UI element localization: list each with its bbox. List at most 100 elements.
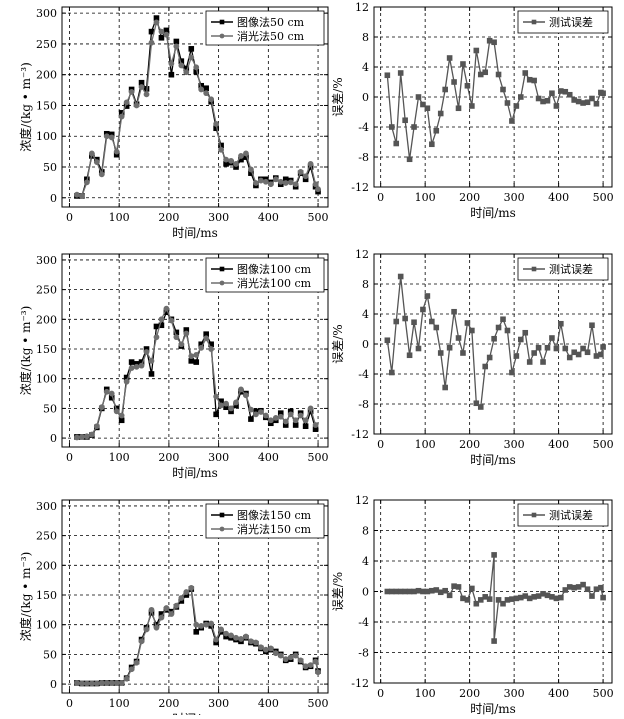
data-point (74, 434, 80, 441)
data-point (315, 669, 321, 676)
data-point (437, 589, 444, 596)
data-point (312, 422, 319, 428)
y-tick-label: 250 (36, 530, 57, 543)
data-point (74, 680, 80, 686)
data-point (83, 680, 90, 687)
x-tick-label: 100 (415, 687, 436, 700)
data-point (158, 316, 165, 323)
data-point (213, 411, 219, 418)
x-tick-label: 500 (308, 451, 329, 464)
data-point (297, 169, 304, 175)
data-point (103, 388, 110, 395)
data-point (584, 349, 591, 356)
data-point (248, 166, 254, 173)
data-point (88, 431, 95, 438)
data-point (158, 614, 165, 621)
y-tick-label: -12 (351, 677, 369, 690)
x-tick-label: 200 (459, 687, 480, 700)
data-point (128, 359, 135, 365)
data-point (143, 349, 150, 355)
y-axis-label: 浓度/(kg • m⁻³) (18, 306, 33, 396)
data-point (213, 393, 220, 400)
data-point (148, 39, 155, 46)
data-point (593, 586, 600, 593)
data-point (455, 105, 462, 112)
data-point (388, 588, 395, 595)
y-tick-label: 4 (362, 555, 369, 568)
data-point (183, 69, 190, 76)
panel-row1-error: 0 100 200 300 400 500 -12 -8 -4 0 4 8 12 时间/ms 误差/% 测试误… (331, 1, 614, 220)
y-tick-label: 150 (36, 589, 57, 602)
data-point (566, 584, 573, 590)
x-tick-label: 300 (208, 211, 229, 224)
data-point (253, 411, 259, 418)
data-point (393, 318, 400, 325)
data-point (103, 680, 110, 686)
data-point (148, 357, 155, 364)
data-point (128, 365, 135, 371)
data-point (535, 593, 542, 599)
data-point (460, 595, 466, 602)
panel-row3-error: 0 100 200 300 400 500 -12 -8 -4 0 4 8 12 时间/ms 误差/% 测试误… (331, 494, 614, 716)
data-point (287, 654, 294, 661)
data-point (307, 405, 314, 412)
y-tick-label: 0 (50, 432, 57, 445)
data-point (424, 105, 431, 112)
y-tick-label: 4 (362, 308, 369, 321)
data-point (442, 587, 448, 594)
x-tick-label: 300 (504, 687, 525, 700)
data-point (575, 98, 582, 105)
data-point (473, 600, 480, 607)
data-point (188, 46, 195, 52)
data-point (188, 353, 195, 360)
data-point (451, 79, 457, 85)
data-point (584, 586, 591, 593)
data-point (272, 650, 279, 657)
data-point (243, 150, 249, 157)
data-point (297, 412, 304, 419)
data-point (198, 344, 205, 351)
legend-label: 图像法100 cm (237, 262, 312, 276)
data-point (513, 103, 520, 109)
data-point (495, 324, 502, 331)
data-point (123, 99, 130, 106)
data-point (575, 351, 582, 358)
data-point (257, 409, 264, 415)
data-point (589, 593, 595, 599)
x-axis-label: 时间/ms (470, 702, 516, 715)
data-point (223, 156, 229, 163)
data-point (208, 346, 215, 352)
data-point (315, 186, 321, 193)
data-point (518, 336, 524, 343)
data-point (526, 595, 533, 602)
x-tick-label: 400 (548, 438, 569, 451)
data-point (292, 652, 299, 659)
y-tick-label: 12 (355, 248, 369, 261)
data-point (464, 82, 471, 89)
data-point (312, 181, 319, 188)
x-tick-label: 0 (66, 211, 73, 224)
data-point (203, 335, 210, 342)
data-point (553, 595, 560, 602)
y-tick-label: 0 (362, 338, 369, 351)
data-point (228, 632, 234, 639)
y-tick-label: -4 (358, 368, 369, 381)
y-tick-label: 300 (36, 254, 57, 267)
data-point (486, 354, 493, 361)
data-point (243, 633, 249, 640)
y-axis-label: 误差/% (331, 572, 345, 611)
data-point (433, 324, 440, 331)
data-point (580, 581, 586, 588)
data-point (531, 594, 537, 600)
data-point (491, 552, 497, 558)
data-point (213, 121, 220, 127)
data-point (566, 354, 573, 361)
x-tick-label: 100 (415, 438, 436, 451)
x-tick-label: 0 (66, 451, 73, 464)
data-point (495, 71, 502, 78)
data-point (153, 334, 160, 341)
plot-frame (373, 499, 613, 684)
data-point (584, 99, 591, 106)
y-axis-label: 浓度/(kg • m⁻³) (18, 62, 33, 152)
data-point (83, 179, 90, 186)
